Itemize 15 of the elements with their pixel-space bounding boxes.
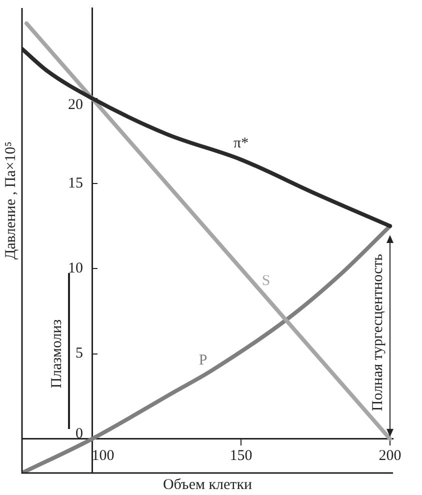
y-tick-label: 0 [76, 426, 84, 442]
y-axis-title: Давление , Па×10⁵ [2, 141, 19, 260]
x-tick-label: 200 [378, 448, 402, 464]
x-tick-label: 150 [230, 448, 252, 464]
y-tick-label: 20 [68, 97, 84, 114]
x-tick-label: 100 [92, 448, 114, 464]
x-axis-title: Объем клетки [162, 476, 252, 493]
series-label: π* [233, 136, 249, 152]
y-tick-label: 5 [76, 346, 84, 362]
annotation: Плазмолиз [48, 319, 65, 388]
y-tick-label: 10 [68, 260, 84, 277]
y-tick-label: 15 [68, 175, 84, 192]
series-label: P [198, 352, 208, 369]
series-label: S [262, 272, 270, 289]
annotation: Полная тургесцентность [370, 254, 386, 412]
